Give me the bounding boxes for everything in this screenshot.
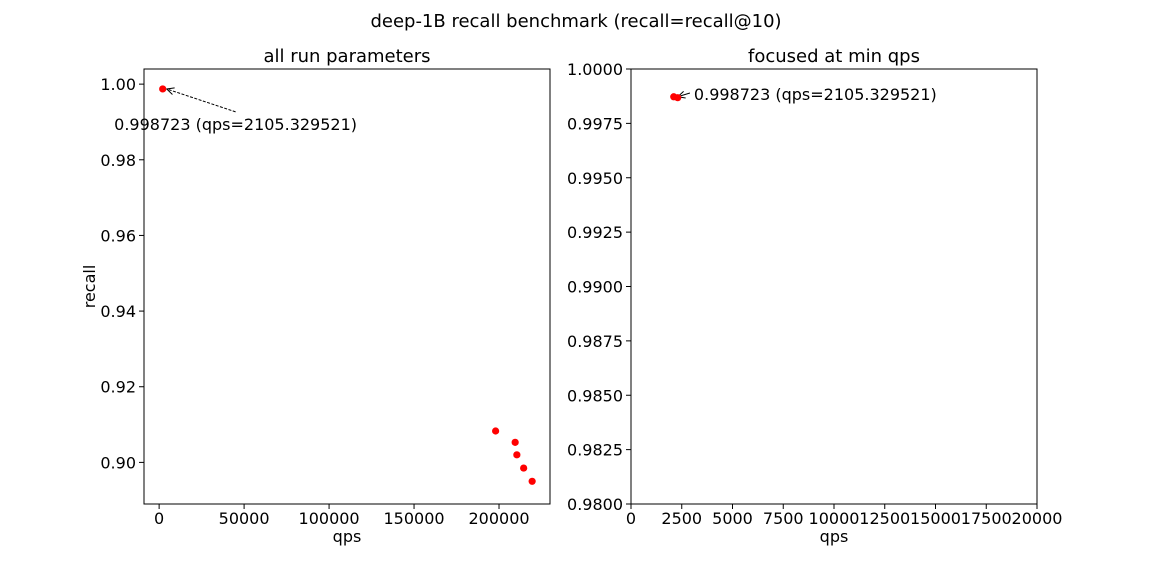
y-axis-label: recall: [80, 265, 99, 309]
data-point: [492, 427, 500, 435]
x-tick-label: 150000: [384, 509, 445, 528]
x-axis-label: qps: [333, 527, 362, 546]
plot-all-run-parameters: all run parameters 0 50000 100000 150000 2000…: [80, 46, 551, 546]
figure-suptitle: deep-1B recall benchmark (recall=recall@…: [370, 11, 781, 32]
data-point: [674, 94, 682, 102]
x-tick-label: 50000: [219, 509, 270, 528]
x-tick-label: 2500: [661, 509, 702, 528]
x-tick-label: 17500: [961, 509, 1012, 528]
y-tick-label: 0.9850: [567, 386, 623, 405]
x-tick-label: 0: [626, 509, 636, 528]
axes-frame: [143, 68, 551, 505]
annotation-text: 0.998723 (qps=2105.329521): [114, 115, 357, 134]
x-tick-label: 7500: [763, 509, 804, 528]
x-tick-label: 200000: [468, 509, 529, 528]
y-tick-label: 0.9950: [567, 169, 623, 188]
y-tick-label: 0.96: [100, 226, 136, 245]
annotation-arrowhead: [165, 87, 175, 95]
x-tick-label: 0: [154, 509, 164, 528]
data-point: [513, 451, 521, 459]
x-tick-label: 12500: [859, 509, 910, 528]
axes-frame: [630, 68, 1038, 505]
data-point: [159, 85, 167, 93]
y-tick-label: 0.92: [100, 378, 136, 397]
plot-title: all run parameters: [263, 46, 430, 67]
x-tick-label: 20000: [1012, 509, 1063, 528]
data-point: [528, 477, 536, 485]
data-point: [520, 464, 528, 472]
y-tick-label: 1.00: [100, 75, 136, 94]
y-tick-label: 0.98: [100, 151, 136, 170]
annotation-text: 0.998723 (qps=2105.329521): [694, 85, 937, 104]
plot-title: focused at min qps: [748, 46, 920, 67]
x-tick-label: 100000: [299, 509, 360, 528]
annotation-arrow: [166, 88, 236, 113]
y-tick-label: 0.94: [100, 302, 136, 321]
plot-focused-at-min-qps: focused at min qps 0 2500 5000 7500 10000 1250…: [567, 46, 1062, 546]
x-axis-label: qps: [820, 527, 849, 546]
y-tick-label: 0.9925: [567, 223, 623, 242]
x-tick-label: 5000: [712, 509, 753, 528]
y-tick-label: 1.0000: [567, 60, 623, 79]
y-tick-label: 0.9875: [567, 332, 623, 351]
x-tick-label: 15000: [910, 509, 961, 528]
x-tick-label: 10000: [809, 509, 860, 528]
y-tick-label: 0.9900: [567, 278, 623, 297]
y-tick-label: 0.9800: [567, 495, 623, 514]
y-tick-label: 0.90: [100, 453, 136, 472]
y-tick-label: 0.9825: [567, 441, 623, 460]
data-point: [511, 438, 519, 446]
y-tick-label: 0.9975: [567, 114, 623, 133]
